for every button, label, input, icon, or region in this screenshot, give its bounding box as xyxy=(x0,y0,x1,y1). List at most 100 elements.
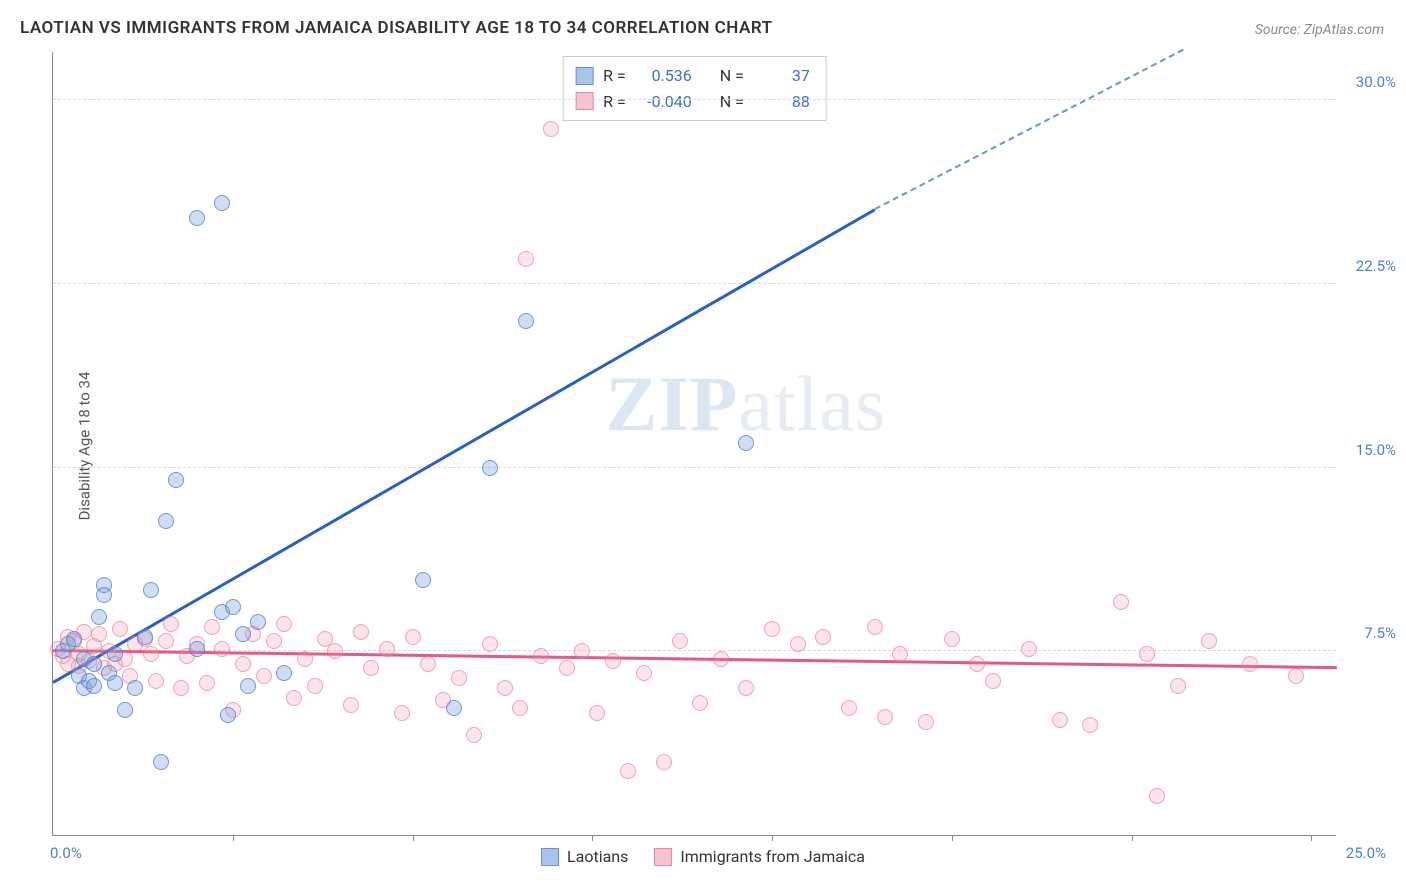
scatter-point xyxy=(199,675,215,691)
scatter-point xyxy=(240,678,256,694)
legend-swatch xyxy=(575,92,593,110)
scatter-point xyxy=(86,656,102,672)
scatter-point xyxy=(307,678,323,694)
scatter-point xyxy=(143,646,159,662)
scatter-point xyxy=(173,680,189,696)
scatter-point xyxy=(286,690,302,706)
scatter-point xyxy=(918,714,934,730)
scatter-point xyxy=(1288,668,1304,684)
scatter-point xyxy=(405,629,421,645)
scatter-point xyxy=(143,582,159,598)
stat-n-value: 37 xyxy=(754,63,810,89)
scatter-point xyxy=(276,665,292,681)
x-tick xyxy=(413,835,414,841)
scatter-point xyxy=(220,707,236,723)
scatter-point xyxy=(353,624,369,640)
scatter-point xyxy=(148,673,164,689)
scatter-point xyxy=(1113,594,1129,610)
scatter-point xyxy=(266,633,282,649)
scatter-point xyxy=(420,656,436,672)
gridline-horizontal xyxy=(53,467,1336,468)
scatter-point xyxy=(117,702,133,718)
legend-swatch xyxy=(541,848,559,866)
scatter-point xyxy=(969,656,985,672)
scatter-point xyxy=(877,709,893,725)
scatter-point xyxy=(533,648,549,664)
scatter-point xyxy=(1139,646,1155,662)
scatter-point xyxy=(1149,788,1165,804)
stat-r-label: R = xyxy=(603,89,626,115)
source-label: Source: ZipAtlas.com xyxy=(1255,22,1384,38)
bottom-legend-item: Laotians xyxy=(541,847,628,866)
x-axis-origin-label: 0.0% xyxy=(50,844,82,862)
stat-r-value: -0.040 xyxy=(636,89,692,115)
y-tick-label: 7.5% xyxy=(1340,624,1396,642)
plot-area: ZIPatlas R =0.536 N =37R =-0.040 N =88 7… xyxy=(52,52,1336,836)
scatter-point xyxy=(250,614,266,630)
scatter-point xyxy=(543,121,559,137)
scatter-point xyxy=(107,646,123,662)
scatter-point xyxy=(620,763,636,779)
scatter-point xyxy=(1052,712,1068,728)
scatter-point xyxy=(764,621,780,637)
scatter-point xyxy=(276,616,292,632)
scatter-point xyxy=(235,656,251,672)
scatter-point xyxy=(86,678,102,694)
scatter-point xyxy=(107,675,123,691)
scatter-point xyxy=(605,653,621,669)
scatter-point xyxy=(163,616,179,632)
scatter-point xyxy=(1201,633,1217,649)
legend-swatch xyxy=(654,848,672,866)
scatter-point xyxy=(343,697,359,713)
stats-legend-box: R =0.536 N =37R =-0.040 N =88 xyxy=(562,56,827,121)
y-tick-label: 22.5% xyxy=(1340,257,1396,275)
scatter-point xyxy=(327,643,343,659)
scatter-point xyxy=(892,646,908,662)
scatter-point xyxy=(713,651,729,667)
x-tick xyxy=(772,835,773,841)
scatter-point xyxy=(158,513,174,529)
scatter-point xyxy=(137,629,153,645)
scatter-point xyxy=(225,599,241,615)
scatter-point xyxy=(497,680,513,696)
scatter-point xyxy=(66,631,82,647)
y-tick-label: 15.0% xyxy=(1340,441,1396,459)
scatter-point xyxy=(985,673,1001,689)
chart-title: LAOTIAN VS IMMIGRANTS FROM JAMAICA DISAB… xyxy=(20,18,773,38)
scatter-point xyxy=(256,668,272,684)
x-tick xyxy=(1132,835,1133,841)
scatter-point xyxy=(738,435,754,451)
bottom-legend: Laotians Immigrants from Jamaica xyxy=(541,847,865,866)
legend-swatch xyxy=(575,67,593,85)
scatter-point xyxy=(867,619,883,635)
bottom-legend-label: Immigrants from Jamaica xyxy=(680,847,865,866)
scatter-point xyxy=(168,472,184,488)
scatter-point xyxy=(158,633,174,649)
scatter-point xyxy=(656,754,672,770)
scatter-point xyxy=(466,727,482,743)
x-tick xyxy=(592,835,593,841)
scatter-point xyxy=(363,660,379,676)
scatter-point xyxy=(636,665,652,681)
scatter-point xyxy=(1242,656,1258,672)
scatter-point xyxy=(446,700,462,716)
scatter-point xyxy=(1021,641,1037,657)
scatter-point xyxy=(112,621,128,637)
scatter-point xyxy=(214,195,230,211)
scatter-point xyxy=(815,629,831,645)
scatter-point xyxy=(451,670,467,686)
scatter-point xyxy=(91,626,107,642)
scatter-point xyxy=(235,626,251,642)
scatter-point xyxy=(482,636,498,652)
stats-legend-row: R =-0.040 N =88 xyxy=(575,89,810,115)
bottom-legend-label: Laotians xyxy=(567,847,628,866)
x-tick xyxy=(952,835,953,841)
scatter-point xyxy=(127,680,143,696)
scatter-point xyxy=(944,631,960,647)
scatter-point xyxy=(482,460,498,476)
scatter-point xyxy=(672,633,688,649)
scatter-point xyxy=(96,587,112,603)
stat-n-value: 88 xyxy=(754,89,810,115)
scatter-point xyxy=(189,210,205,226)
scatter-point xyxy=(1170,678,1186,694)
